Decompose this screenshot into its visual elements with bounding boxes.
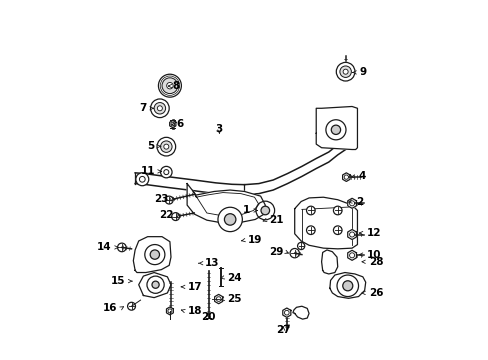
Circle shape [160,166,172,178]
Text: 1: 1 [243,206,250,216]
Text: 16: 16 [102,303,117,314]
Circle shape [157,137,175,156]
Circle shape [147,276,164,293]
Polygon shape [139,273,171,298]
Circle shape [339,66,351,77]
Text: 19: 19 [247,235,262,245]
Polygon shape [329,273,365,298]
Text: 28: 28 [368,257,383,267]
Text: 10: 10 [366,249,380,260]
Circle shape [163,144,168,149]
Text: 5: 5 [146,141,154,151]
Polygon shape [187,184,265,223]
Text: 7: 7 [139,103,147,113]
Circle shape [306,226,314,234]
Circle shape [166,82,173,89]
Text: 23: 23 [154,194,168,204]
Circle shape [152,281,159,288]
Circle shape [127,302,135,310]
Text: 29: 29 [268,247,283,257]
Circle shape [144,244,164,265]
Text: 26: 26 [368,288,383,298]
Polygon shape [166,307,173,315]
Circle shape [333,226,341,234]
Circle shape [150,250,159,259]
Circle shape [150,99,169,118]
Text: 6: 6 [176,120,183,129]
Polygon shape [321,250,337,274]
Circle shape [330,125,340,134]
Text: 24: 24 [227,273,242,283]
Text: 9: 9 [359,67,366,77]
Text: 18: 18 [187,306,202,316]
Polygon shape [169,121,176,128]
Polygon shape [292,306,308,319]
Polygon shape [347,250,356,260]
Polygon shape [133,237,171,273]
Text: 8: 8 [172,81,180,91]
Circle shape [289,248,299,258]
Circle shape [261,206,269,215]
Polygon shape [294,197,357,249]
Circle shape [162,78,178,94]
Circle shape [325,120,346,140]
Polygon shape [347,229,356,239]
Text: 14: 14 [97,242,112,252]
Circle shape [136,173,148,186]
Polygon shape [282,308,290,318]
Circle shape [117,243,126,252]
Text: 21: 21 [269,215,284,225]
Circle shape [306,206,314,215]
Text: 11: 11 [140,166,155,176]
Circle shape [160,141,172,152]
Text: 25: 25 [227,294,241,304]
Text: 4: 4 [358,171,365,181]
Text: 12: 12 [366,228,380,238]
Text: 27: 27 [275,325,290,335]
Polygon shape [347,198,356,208]
Circle shape [255,201,274,220]
Polygon shape [214,294,222,304]
Circle shape [333,206,341,215]
Text: 15: 15 [111,276,125,286]
Circle shape [224,214,235,225]
Circle shape [297,242,304,249]
Circle shape [158,74,181,97]
Circle shape [218,207,242,231]
Circle shape [154,103,165,114]
Text: 17: 17 [187,282,202,292]
Circle shape [336,275,358,297]
Circle shape [336,62,354,81]
Circle shape [165,196,173,204]
Text: 2: 2 [355,197,362,207]
Text: 20: 20 [200,312,215,322]
Text: 13: 13 [204,258,219,268]
Polygon shape [342,173,349,181]
Circle shape [343,69,347,74]
Text: 3: 3 [215,124,223,134]
Text: 22: 22 [159,210,173,220]
Circle shape [342,281,352,291]
Polygon shape [316,107,357,149]
Circle shape [157,106,162,111]
Circle shape [171,213,179,221]
